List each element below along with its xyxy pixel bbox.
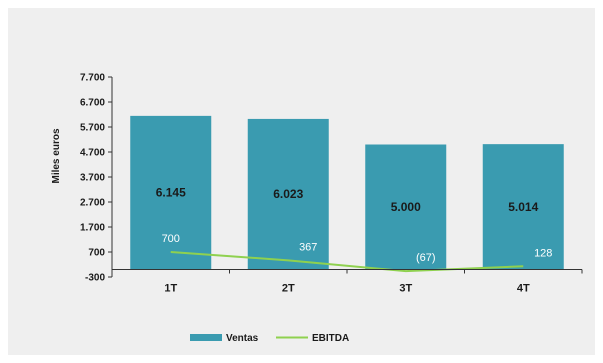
x-category-label: 2T	[282, 283, 295, 295]
y-tick-label: 1.700	[80, 223, 105, 234]
ventas-bar-label: 5.014	[508, 200, 538, 214]
legend-ventas-swatch	[190, 334, 222, 341]
y-tick-label: 6.700	[80, 98, 105, 109]
y-tick-label: 4.700	[80, 148, 105, 159]
ebitda-data-label: (67)	[416, 252, 436, 264]
legend: Ventas EBITDA	[190, 333, 349, 344]
y-tick-label: 700	[88, 248, 105, 259]
ebitda-series-line	[170, 251, 524, 273]
x-category-label: 4T	[517, 283, 530, 295]
y-axis: -300 700 1.700 2.700 3.700 4.700 5.700 6.700 7.7…	[80, 73, 113, 284]
y-axis-label: Miles euros	[51, 128, 62, 183]
y-tick-label: 5.700	[80, 123, 105, 134]
ventas-bar-label: 6.145	[156, 186, 186, 200]
legend-ebitda-label: EBITDA	[312, 333, 349, 344]
legend-ventas-label: Ventas	[226, 333, 259, 344]
x-category-label: 3T	[399, 283, 412, 295]
ventas-bar-label: 6.023	[273, 187, 303, 201]
y-tick-label: 2.700	[80, 198, 105, 209]
ebitda-data-label: 700	[162, 233, 180, 245]
ventas-bar	[130, 115, 212, 270]
ventas-bars: 6.145 6.023 5.000 5.014	[130, 115, 564, 270]
ventas-bar	[247, 118, 329, 270]
chart-area: -300 700 1.700 2.700 3.700 4.700 5.700 6.700 7.7…	[8, 8, 595, 355]
y-tick-label: 3.700	[80, 173, 105, 184]
ventas-bar-label: 5.000	[391, 200, 421, 214]
x-category-label: 1T	[164, 283, 177, 295]
ventas-bar	[365, 144, 447, 270]
ventas-bar	[482, 144, 564, 270]
combo-chart: -300 700 1.700 2.700 3.700 4.700 5.700 6.700 7.7…	[51, 73, 583, 344]
x-axis: 1T 2T 3T 4T	[111, 269, 583, 295]
y-tick-label: -300	[85, 273, 105, 284]
ebitda-data-label: 128	[534, 247, 552, 259]
ebitda-data-label: 367	[299, 241, 317, 253]
y-tick-label: 7.700	[80, 73, 105, 84]
ebitda-line: 700 367 (67) 128	[162, 233, 552, 273]
